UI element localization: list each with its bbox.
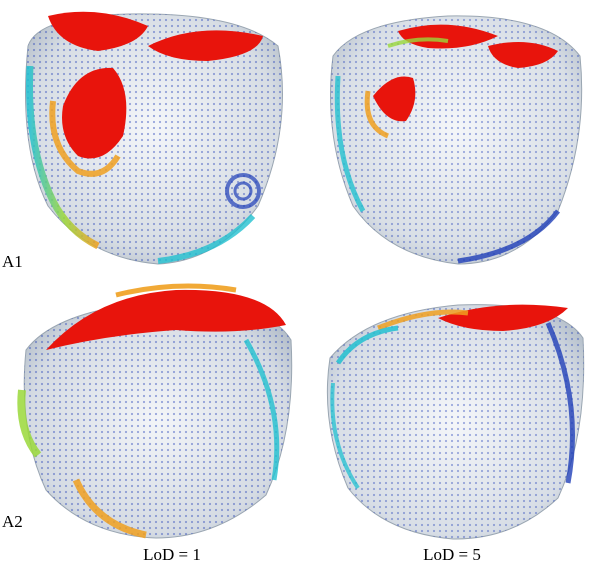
- column-label-lod1: LoD = 1: [143, 545, 201, 564]
- heart-render-a1-lod5: [330, 15, 583, 265]
- column-label-lod5: LoD = 5: [423, 545, 481, 564]
- panel-a1-lod1: [8, 6, 293, 268]
- panel-a2-lod1: [16, 280, 298, 542]
- row-label-a1: A1: [2, 252, 23, 271]
- heart-render-a1-lod1: [25, 11, 283, 265]
- panel-a2-lod5: [318, 283, 590, 543]
- heart-render-a2-lod1: [17, 283, 293, 539]
- panel-a1-lod5: [318, 6, 590, 268]
- heart-render-a2-lod5: [326, 304, 585, 540]
- row-label-a2: A2: [2, 512, 23, 531]
